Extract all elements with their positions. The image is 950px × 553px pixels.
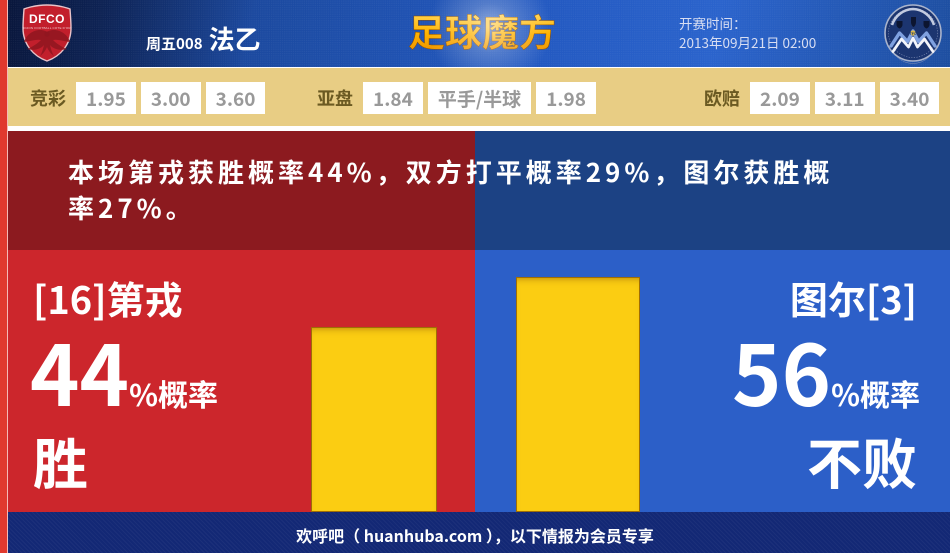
svg-text:足球魔方: 足球魔方 [408,6,556,57]
svg-text:DFCO: DFCO [29,12,65,26]
svg-text:DIJON FOOTBALL COTE D'OR: DIJON FOOTBALL COTE D'OR [23,26,71,30]
svg-text:TFC: TFC [910,32,917,36]
